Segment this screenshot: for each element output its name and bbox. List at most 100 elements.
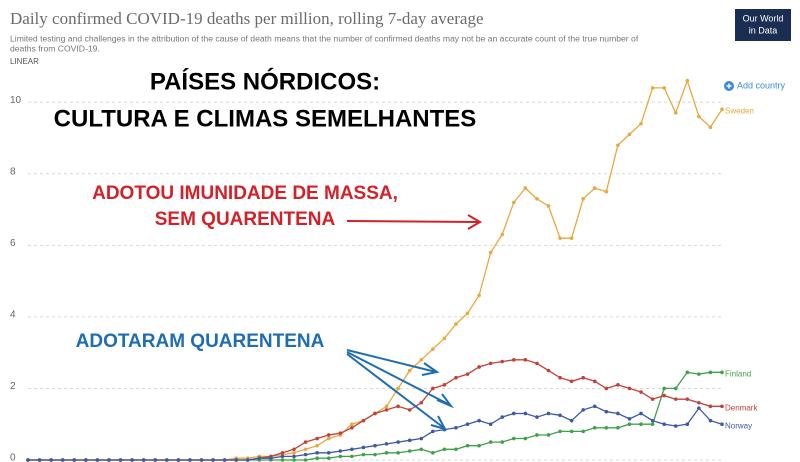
point bbox=[673, 397, 678, 401]
point bbox=[592, 186, 597, 190]
point bbox=[685, 422, 690, 427]
point bbox=[84, 458, 88, 462]
point bbox=[581, 197, 585, 201]
series-label: Sweden bbox=[725, 106, 754, 115]
point bbox=[419, 358, 424, 362]
point bbox=[488, 440, 493, 444]
point bbox=[662, 386, 666, 391]
point bbox=[512, 411, 516, 416]
point bbox=[130, 458, 134, 462]
point bbox=[361, 445, 366, 450]
point bbox=[326, 433, 331, 437]
point bbox=[477, 365, 481, 369]
y-tick-label: 0 bbox=[10, 453, 16, 462]
point bbox=[477, 418, 481, 423]
point bbox=[697, 372, 701, 376]
point bbox=[697, 400, 701, 405]
point bbox=[488, 361, 493, 366]
annotations: PAÍSES NÓRDICOS: CULTURA E CLIMAS SEMELH… bbox=[54, 67, 477, 352]
point bbox=[569, 379, 574, 384]
arrow bbox=[346, 349, 440, 376]
point bbox=[338, 449, 343, 453]
point bbox=[303, 440, 308, 444]
point bbox=[546, 433, 551, 437]
point bbox=[535, 361, 539, 366]
point bbox=[465, 422, 470, 427]
point bbox=[523, 411, 528, 416]
add-country[interactable]: Add country bbox=[737, 80, 786, 90]
series-label: Norway bbox=[725, 421, 752, 430]
logo-text: in Data bbox=[749, 25, 778, 35]
point bbox=[188, 458, 192, 462]
point bbox=[662, 86, 666, 90]
arrows bbox=[346, 214, 482, 431]
point bbox=[558, 413, 562, 418]
point bbox=[720, 404, 724, 409]
point bbox=[107, 458, 111, 462]
point bbox=[141, 458, 146, 462]
arrow bbox=[346, 353, 448, 431]
point bbox=[431, 347, 435, 351]
point bbox=[685, 370, 690, 375]
point bbox=[315, 436, 319, 441]
point bbox=[373, 411, 377, 416]
add-country-button[interactable]: Add country bbox=[724, 80, 786, 91]
point bbox=[523, 186, 528, 190]
point bbox=[442, 383, 447, 387]
point bbox=[512, 358, 516, 362]
point bbox=[546, 411, 551, 416]
point bbox=[627, 422, 632, 427]
y-tick-label: 2 bbox=[10, 381, 16, 392]
arrow bbox=[346, 214, 482, 230]
point bbox=[326, 451, 331, 455]
point bbox=[49, 458, 53, 462]
point bbox=[419, 447, 424, 452]
scale-label: LINEAR bbox=[10, 57, 39, 66]
point bbox=[165, 458, 169, 462]
point bbox=[488, 422, 493, 427]
point bbox=[639, 121, 643, 126]
point bbox=[569, 429, 574, 434]
point bbox=[627, 386, 632, 391]
point bbox=[581, 408, 585, 412]
point bbox=[639, 411, 643, 416]
point bbox=[569, 236, 574, 240]
point bbox=[708, 404, 713, 409]
point bbox=[454, 375, 458, 380]
point bbox=[431, 386, 435, 391]
point bbox=[546, 368, 551, 373]
point bbox=[662, 422, 666, 427]
point bbox=[245, 458, 250, 462]
series-label: Finland bbox=[725, 369, 751, 378]
point bbox=[488, 250, 493, 255]
annotation: ADOTOU IMUNIDADE DE MASSA, bbox=[92, 183, 398, 204]
annotation: PAÍSES NÓRDICOS: bbox=[150, 67, 380, 95]
point bbox=[37, 458, 42, 462]
point bbox=[592, 404, 597, 409]
point bbox=[465, 311, 470, 316]
point bbox=[500, 359, 505, 364]
point bbox=[396, 386, 400, 391]
point bbox=[234, 458, 238, 462]
point bbox=[454, 447, 458, 452]
point bbox=[384, 408, 389, 412]
point bbox=[650, 397, 655, 401]
point bbox=[384, 442, 389, 446]
point bbox=[708, 125, 713, 130]
point bbox=[616, 143, 620, 147]
point bbox=[407, 408, 412, 412]
point bbox=[350, 454, 354, 459]
point bbox=[292, 451, 296, 455]
y-tick-label: 6 bbox=[10, 238, 16, 249]
add-icon-plus[interactable] bbox=[726, 83, 732, 89]
plot: 0 2 4 6 8 10 Sweden Finland Denmark Norway bbox=[10, 78, 758, 462]
point bbox=[535, 415, 539, 419]
point bbox=[673, 424, 678, 428]
point bbox=[454, 425, 458, 430]
point bbox=[535, 433, 539, 437]
point bbox=[419, 400, 424, 405]
point bbox=[442, 336, 447, 341]
y-tick-label: 4 bbox=[10, 310, 16, 321]
point bbox=[442, 447, 447, 452]
